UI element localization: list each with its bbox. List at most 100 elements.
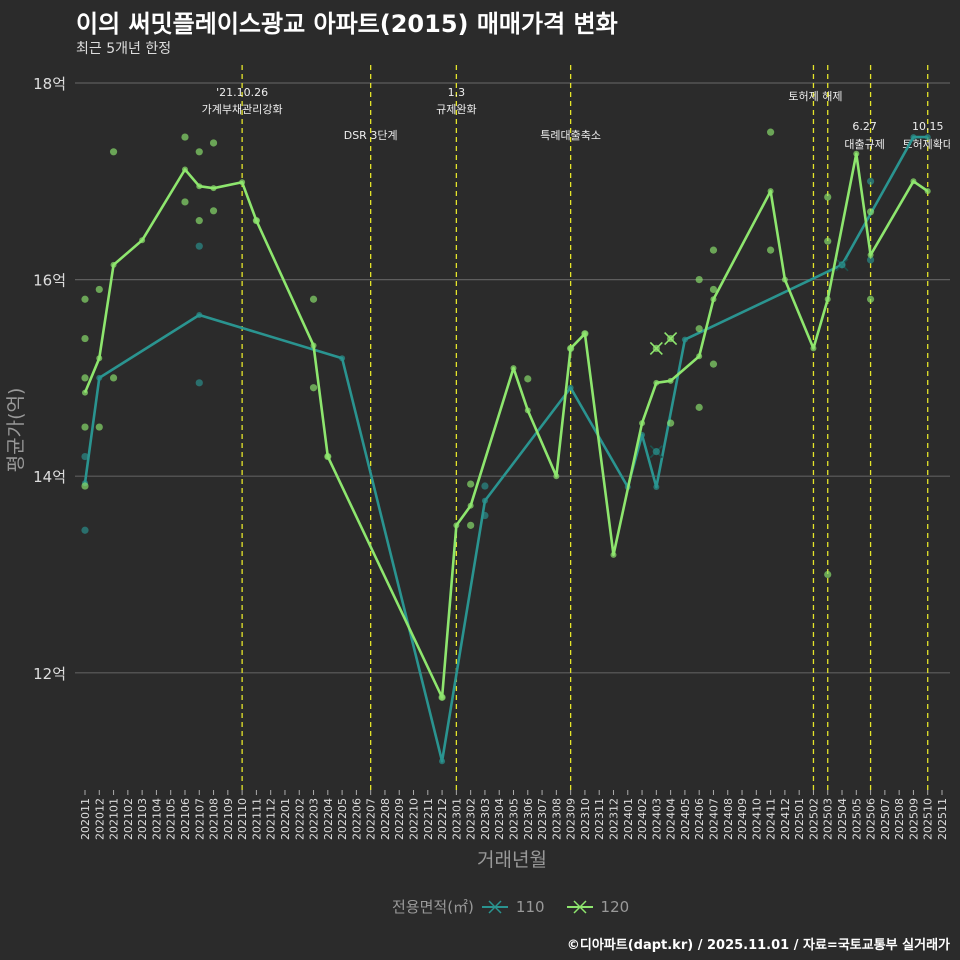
x-tick-label: 202501 <box>793 798 806 840</box>
cross-point-110 <box>652 448 660 456</box>
scatter-point-120 <box>767 246 775 254</box>
scatter-point-120 <box>866 208 875 216</box>
scatter-point-120 <box>467 480 475 488</box>
scatter-point-120 <box>81 423 89 431</box>
scatter-point-120 <box>824 193 832 201</box>
x-tick-label: 202204 <box>322 798 335 840</box>
event-annotation: DSR 3단계 <box>344 129 398 142</box>
line-point-120 <box>867 252 874 259</box>
x-tick-label: 202103 <box>136 798 149 840</box>
scatter-point-120 <box>195 148 203 156</box>
scatter-point-120 <box>309 384 318 392</box>
x-tick-label: 202509 <box>907 798 920 840</box>
line-point-120 <box>696 353 703 360</box>
x-tick-label: 202112 <box>265 798 278 840</box>
cross-point-110 <box>838 261 846 269</box>
x-tick-label: 202504 <box>836 798 849 840</box>
y-tick-label: 12억 <box>33 665 66 683</box>
x-tick-label: 202312 <box>607 798 620 840</box>
x-tick-label: 202101 <box>108 798 121 840</box>
line-point-120 <box>82 389 88 396</box>
line-120 <box>83 152 929 699</box>
scatter-point-120 <box>467 521 475 529</box>
legend: 전용면적(㎡) 110 120 <box>392 896 629 917</box>
scatter-point-120 <box>95 285 103 294</box>
y-tick-label: 16억 <box>33 272 66 290</box>
line-point-110 <box>653 484 660 491</box>
line-point-120 <box>639 420 646 427</box>
line-point-120 <box>96 355 103 362</box>
scatter-point-110 <box>866 177 875 185</box>
x-tick-label: 202402 <box>636 798 649 840</box>
x-tick-label: 202212 <box>436 798 449 840</box>
x-tick-label: 202306 <box>522 798 535 840</box>
line-point-120 <box>453 522 460 529</box>
x-tick-label: 202510 <box>922 798 935 840</box>
line-point-120 <box>510 365 517 372</box>
event-annotation: 토허제 해제 <box>788 89 842 103</box>
scatter-point-120 <box>524 375 532 383</box>
line-110 <box>83 135 928 763</box>
x-tick-label: 202409 <box>736 798 749 840</box>
x-tick-label: 202205 <box>336 798 349 840</box>
line-point-110 <box>567 384 574 391</box>
x-tick-label: 202012 <box>93 798 106 840</box>
scatter-point-120 <box>824 237 832 245</box>
line-point-120 <box>467 502 474 509</box>
x-tick-label: 202403 <box>650 798 663 840</box>
scatter-point-120 <box>209 207 218 215</box>
scatter-point-120 <box>109 148 118 156</box>
scatter-point-120 <box>824 570 832 579</box>
event-annotation: 6.27 <box>852 120 877 133</box>
x-tick-label: 202407 <box>707 798 720 840</box>
scatter-point-120 <box>709 246 718 254</box>
legend-key-110 <box>481 899 508 914</box>
cross-point-120 <box>652 344 660 353</box>
line-point-120 <box>853 150 860 157</box>
x-tick-label: 202111 <box>250 798 263 840</box>
line-point-120 <box>253 217 260 224</box>
x-tick-label: 202206 <box>350 798 363 840</box>
x-tick-label: 202308 <box>550 798 563 840</box>
legend-label-120: 120 <box>600 897 630 916</box>
x-axis-title: 거래년월 <box>477 849 547 871</box>
line-point-120 <box>110 261 117 268</box>
scatter-point-120 <box>81 334 89 343</box>
x-tick-label: 202105 <box>165 798 178 840</box>
line-point-120 <box>667 377 674 384</box>
line-point-120 <box>767 188 774 195</box>
event-annotation: '21.10.26 <box>216 86 268 99</box>
x-tick-label: 202505 <box>850 798 863 840</box>
y-axis-title: 평균가(억) <box>5 388 27 473</box>
x-tick-label: 202311 <box>593 798 606 840</box>
x-tick-label: 202209 <box>393 798 406 840</box>
chart-title: 이의 써밋플레이스광교 아파트(2015) 매매가격 변화 <box>76 10 618 38</box>
scatter-point-120 <box>667 419 675 427</box>
y-tick-label: 18억 <box>33 75 66 93</box>
line-point-110 <box>196 311 203 318</box>
line-point-120 <box>910 178 917 185</box>
scatter-point-110 <box>81 526 89 534</box>
event-annotation: 대출규제 <box>844 138 884 151</box>
x-tick-label: 202410 <box>750 798 763 840</box>
line-point-120 <box>139 237 146 244</box>
line-point-120 <box>324 453 331 460</box>
x-tick-label: 202210 <box>408 798 421 840</box>
scatter-point-120 <box>695 276 703 284</box>
x-tick-label: 202207 <box>365 798 378 840</box>
x-tick-label: 202502 <box>807 798 820 840</box>
line-point-110 <box>681 336 688 343</box>
scatter-point-110 <box>866 256 875 264</box>
line-point-110 <box>439 758 446 765</box>
x-tick-label: 202201 <box>279 798 292 840</box>
event-annotation: 특례대출축소 <box>540 129 601 142</box>
cross-point-120 <box>667 334 675 343</box>
scatter-point-110 <box>195 379 203 387</box>
event-annotation: 1.3 <box>448 86 466 99</box>
line-point-120 <box>310 342 317 349</box>
line-point-120 <box>781 276 788 283</box>
scatter-point-110 <box>195 242 203 250</box>
legend-key-120 <box>566 899 593 914</box>
x-tick-label: 202202 <box>293 798 306 840</box>
x-tick-label: 202104 <box>150 798 163 840</box>
